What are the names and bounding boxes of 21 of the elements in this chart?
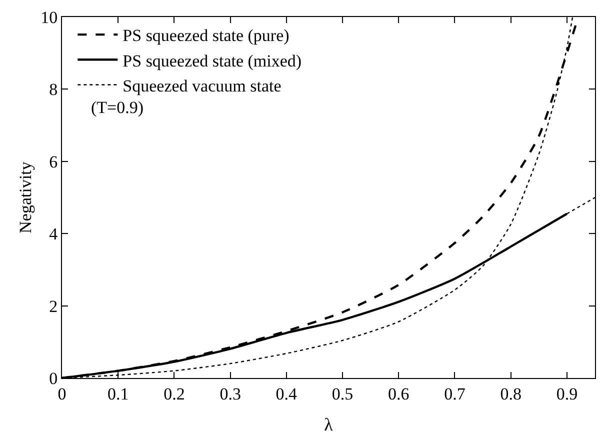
x-tick-label: 0.8	[500, 384, 522, 404]
x-tick-label: 0.5	[332, 384, 354, 404]
y-tick-label: 4	[49, 224, 58, 244]
x-tick-label: 0.4	[276, 384, 298, 404]
x-tick-label: 0.3	[220, 384, 241, 404]
x-tick-label: 0.6	[388, 384, 410, 404]
x-tick-label: 0.7	[444, 384, 466, 404]
legend-label: Squeezed vacuum state	[122, 76, 282, 96]
y-tick-label: 0	[49, 368, 58, 388]
legend-label: PS squeezed state (pure)	[122, 26, 290, 46]
y-tick-label: 8	[49, 80, 58, 100]
x-tick-label: 0.1	[107, 384, 129, 404]
x-tick-label: 0.2	[164, 384, 185, 404]
x-axis-title: λ	[324, 414, 334, 434]
legend-label: PS squeezed state (mixed)	[122, 51, 302, 70]
y-tick-label: 2	[49, 296, 58, 316]
y-tick-label: 6	[49, 152, 58, 172]
y-tick-label: 10	[40, 8, 58, 27]
annotation: (T=0.9)	[91, 98, 144, 117]
x-tick-label: 0.9	[556, 384, 578, 404]
y-axis-title: Negativity	[16, 161, 36, 234]
